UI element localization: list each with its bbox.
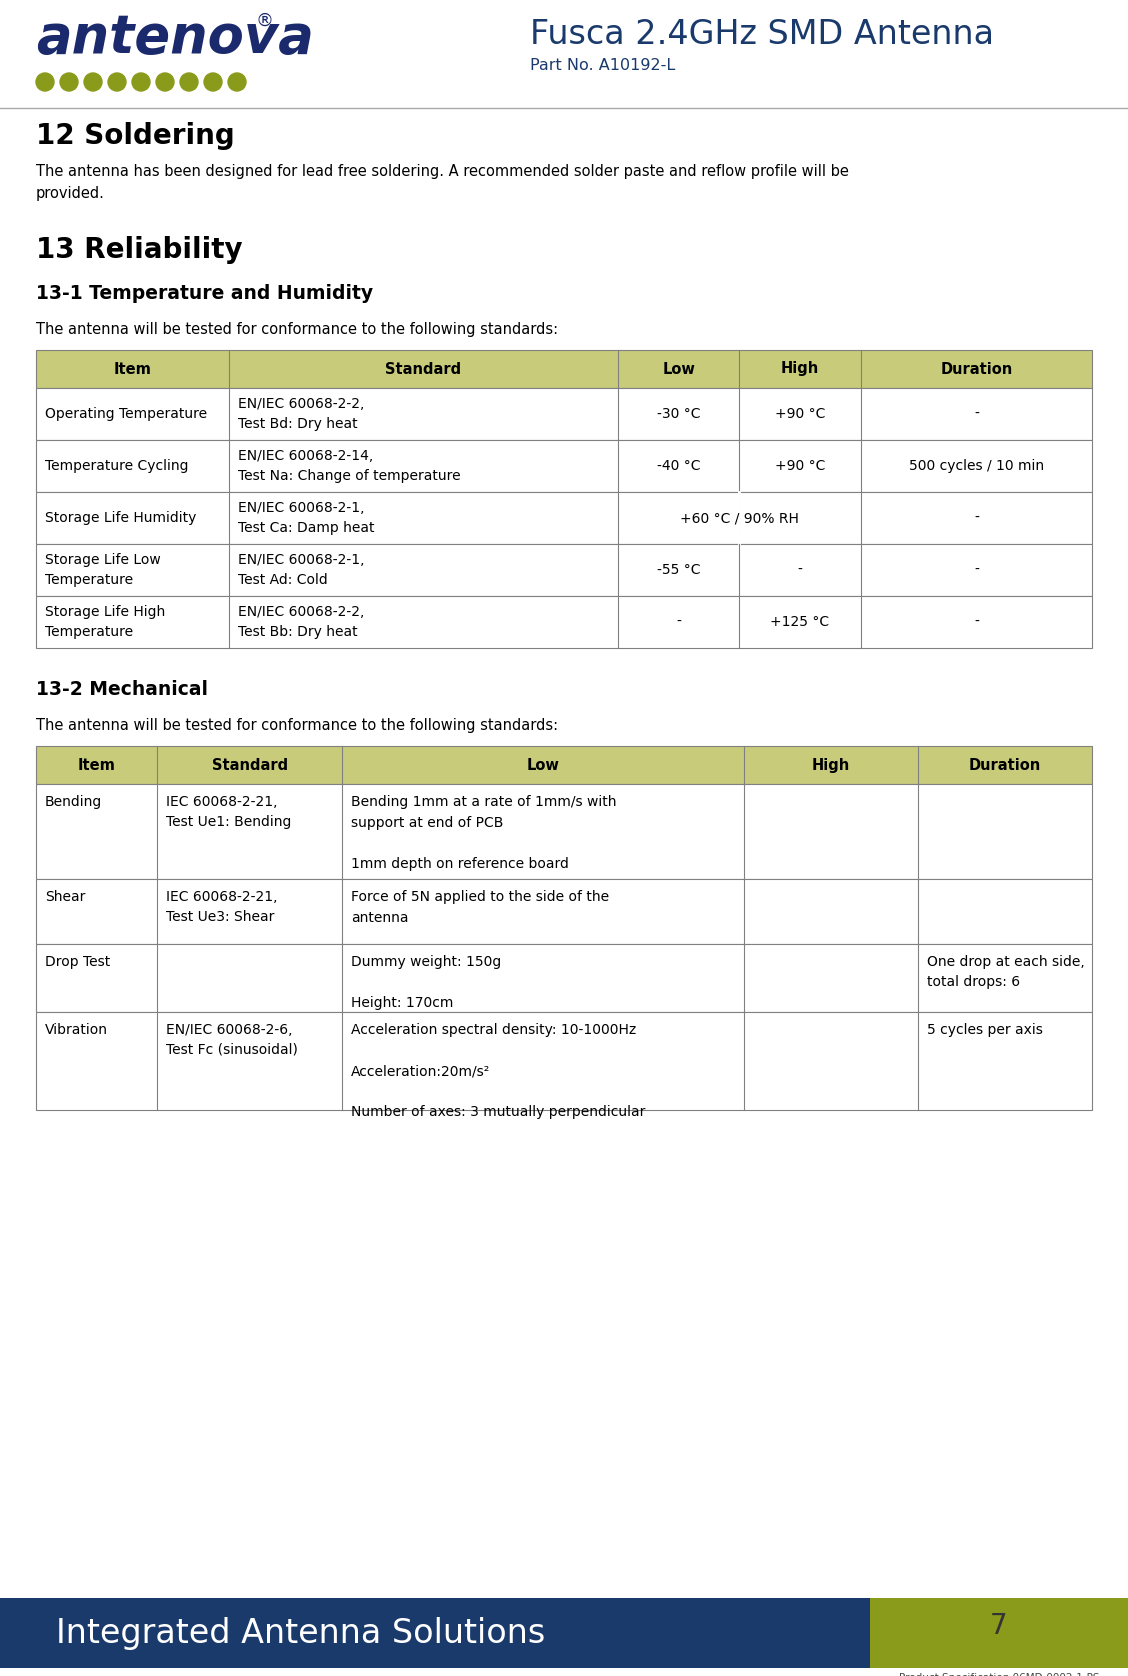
Circle shape [36,74,54,91]
Text: Standard: Standard [386,362,461,377]
Text: EN/IEC 60068-2-2,
Test Bb: Dry heat: EN/IEC 60068-2-2, Test Bb: Dry heat [238,605,364,639]
Text: High: High [781,362,819,377]
Text: -: - [676,615,681,628]
Text: Item: Item [114,362,151,377]
Bar [36,545,1092,597]
Text: 13-2 Mechanical: 13-2 Mechanical [36,680,208,699]
Circle shape [108,74,126,91]
Text: Dummy weight: 150g

Height: 170cm: Dummy weight: 150g Height: 170cm [351,955,502,1011]
Text: -30 °C: -30 °C [656,407,700,421]
Text: Duration: Duration [969,758,1041,773]
Text: Low: Low [662,362,695,377]
Text: Bending 1mm at a rate of 1mm/s with
support at end of PCB

1mm depth on referenc: Bending 1mm at a rate of 1mm/s with supp… [351,794,617,872]
Circle shape [60,74,78,91]
Text: Storage Life High
Temperature: Storage Life High Temperature [45,605,165,639]
Text: -: - [797,563,802,577]
Text: -40 °C: -40 °C [656,459,700,473]
Text: +90 °C: +90 °C [775,407,826,421]
Text: Fusca 2.4GHz SMD Antenna: Fusca 2.4GHz SMD Antenna [530,18,994,50]
Text: EN/IEC 60068-2-6,
Test Fc (sinusoidal): EN/IEC 60068-2-6, Test Fc (sinusoidal) [167,1022,298,1056]
Text: ®: ® [255,12,273,30]
Circle shape [228,74,246,91]
Text: 13-1 Temperature and Humidity: 13-1 Temperature and Humidity [36,283,373,303]
Text: +90 °C: +90 °C [775,459,826,473]
Circle shape [180,74,199,91]
Text: -: - [973,563,979,577]
Bar [36,784,1092,878]
Bar [36,878,1092,944]
Bar [36,746,1092,784]
Text: The antenna will be tested for conformance to the following standards:: The antenna will be tested for conforman… [36,322,558,337]
Text: High: High [811,758,849,773]
Text: Vibration: Vibration [45,1022,108,1037]
Circle shape [156,74,174,91]
Text: -: - [973,407,979,421]
Text: Shear: Shear [45,890,86,903]
Text: Bending: Bending [45,794,103,810]
Text: Integrated Antenna Solutions: Integrated Antenna Solutions [56,1616,545,1649]
Text: Item: Item [78,758,116,773]
Bar [36,597,1092,649]
Text: Product Specification 06MD-0002-1-PS: Product Specification 06MD-0002-1-PS [899,1673,1100,1676]
Bar [36,493,1092,545]
Text: EN/IEC 60068-2-1,
Test Ca: Damp heat: EN/IEC 60068-2-1, Test Ca: Damp heat [238,501,374,535]
Bar [36,441,1092,493]
Text: -: - [973,511,979,525]
Bar [36,350,1092,389]
Circle shape [132,74,150,91]
Bar [36,1012,1092,1110]
Text: IEC 60068-2-21,
Test Ue1: Bending: IEC 60068-2-21, Test Ue1: Bending [167,794,292,828]
Circle shape [83,74,102,91]
Text: Part No. A10192-L: Part No. A10192-L [530,59,676,74]
Text: 500 cycles / 10 min: 500 cycles / 10 min [909,459,1043,473]
Text: One drop at each side,
total drops: 6: One drop at each side, total drops: 6 [927,955,1084,989]
Text: 13 Reliability: 13 Reliability [36,236,243,265]
Text: Storage Life Humidity: Storage Life Humidity [45,511,196,525]
Text: Storage Life Low
Temperature: Storage Life Low Temperature [45,553,161,587]
Text: -55 °C: -55 °C [656,563,700,577]
Text: Force of 5N applied to the side of the
antenna: Force of 5N applied to the side of the a… [351,890,609,925]
Text: The antenna will be tested for conformance to the following standards:: The antenna will be tested for conforman… [36,717,558,732]
Text: Low: Low [527,758,559,773]
Circle shape [204,74,222,91]
Text: +125 °C: +125 °C [770,615,829,628]
Text: Temperature Cycling: Temperature Cycling [45,459,188,473]
Text: EN/IEC 60068-2-2,
Test Bd: Dry heat: EN/IEC 60068-2-2, Test Bd: Dry heat [238,397,364,431]
Text: Drop Test: Drop Test [45,955,111,969]
Text: The antenna has been designed for lead free soldering. A recommended solder past: The antenna has been designed for lead f… [36,164,849,201]
Text: -: - [973,615,979,628]
Text: 7: 7 [990,1612,1007,1641]
Bar [36,944,1092,1012]
Text: IEC 60068-2-21,
Test Ue3: Shear: IEC 60068-2-21, Test Ue3: Shear [167,890,277,923]
Bar [0,1597,870,1668]
Text: +60 °C / 90% RH: +60 °C / 90% RH [680,511,799,525]
Text: Acceleration spectral density: 10-1000Hz

Acceleration:20m/s²

Number of axes: 3: Acceleration spectral density: 10-1000Hz… [351,1022,645,1120]
Bar [870,1597,1128,1668]
Text: Standard: Standard [212,758,288,773]
Text: 12 Soldering: 12 Soldering [36,122,235,149]
Text: EN/IEC 60068-2-1,
Test Ad: Cold: EN/IEC 60068-2-1, Test Ad: Cold [238,553,364,587]
Bar [36,389,1092,441]
Text: Duration: Duration [941,362,1013,377]
Text: 5 cycles per axis: 5 cycles per axis [927,1022,1042,1037]
Text: Operating Temperature: Operating Temperature [45,407,208,421]
Text: EN/IEC 60068-2-14,
Test Na: Change of temperature: EN/IEC 60068-2-14, Test Na: Change of te… [238,449,461,483]
Text: antenova: antenova [36,12,314,64]
